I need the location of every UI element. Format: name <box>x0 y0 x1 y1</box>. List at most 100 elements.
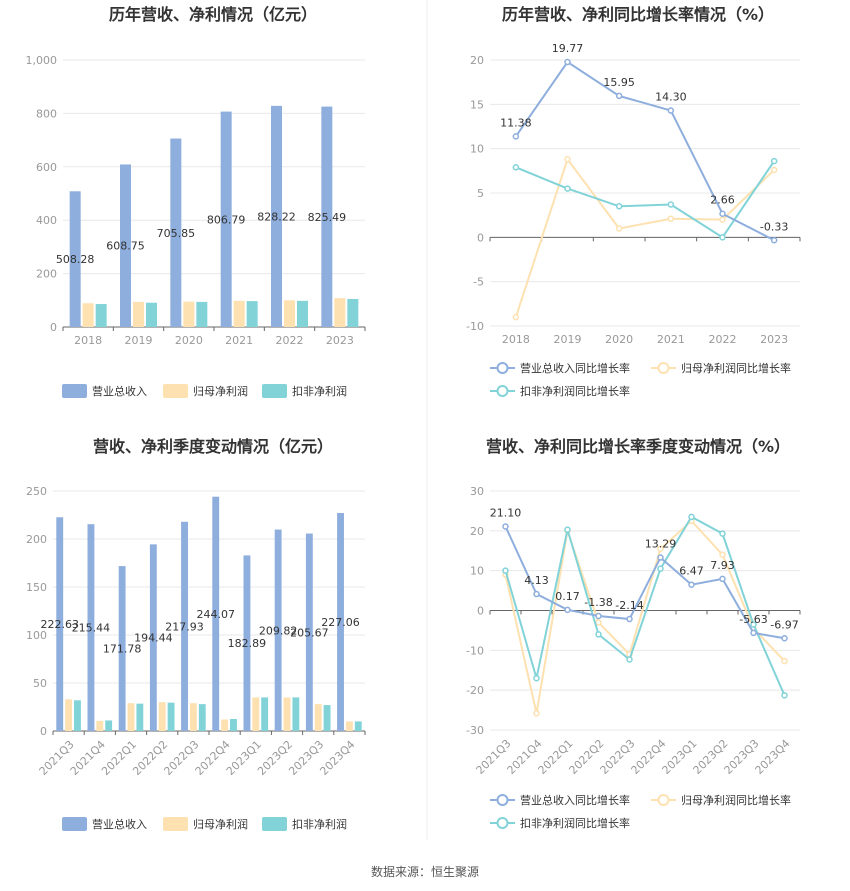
y-tick-label: -20 <box>466 684 484 697</box>
bar <box>95 304 107 327</box>
x-tick-label: 2023Q4 <box>753 737 793 777</box>
bar <box>136 703 144 731</box>
y-tick-label: -30 <box>466 724 484 737</box>
x-tick-label: 2019 <box>554 333 582 346</box>
y-tick-label: 600 <box>36 161 57 174</box>
data-point <box>564 156 571 163</box>
legend-swatch <box>262 817 287 831</box>
bar <box>354 721 362 731</box>
y-tick-label: -10 <box>466 644 484 657</box>
data-point <box>781 657 788 665</box>
bar <box>105 720 113 731</box>
bar <box>183 301 195 327</box>
data-point <box>626 615 633 623</box>
data-point <box>615 203 623 210</box>
line-data-label: 0.17 <box>555 590 580 603</box>
y-tick-label: 400 <box>36 214 57 227</box>
bar <box>321 106 333 327</box>
y-tick-label: 10 <box>470 143 484 156</box>
line-data-label: -5.63 <box>739 613 767 626</box>
line-data-label: 13.29 <box>645 538 677 551</box>
line-data-label: 2.66 <box>710 194 735 207</box>
y-tick-label: 20 <box>470 54 484 67</box>
y-tick-label: -5 <box>473 276 484 289</box>
legend-label: 归母净利润同比增长率 <box>681 793 791 807</box>
data-point <box>533 674 540 682</box>
bar <box>252 697 260 731</box>
bar <box>292 697 300 731</box>
bar-data-label: 222.63 <box>40 618 79 631</box>
x-tick-label: 2022 <box>709 333 737 346</box>
data-point <box>719 551 726 558</box>
bar-data-label: 825.49 <box>308 211 347 224</box>
bar <box>230 719 237 731</box>
data-point <box>719 210 726 217</box>
bar-data-label: 705.85 <box>157 227 196 240</box>
bar-data-label: 806.79 <box>207 213 246 226</box>
bar <box>65 699 73 731</box>
data-point <box>615 225 623 232</box>
data-point <box>719 575 726 583</box>
y-tick-label: 800 <box>36 107 57 120</box>
series-line <box>515 60 775 242</box>
legend-swatch <box>163 817 188 831</box>
data-point <box>564 185 571 192</box>
legend-swatch <box>62 817 87 831</box>
bar <box>181 521 188 731</box>
legend-marker <box>496 385 509 397</box>
data-point <box>502 567 509 574</box>
bar <box>198 704 206 731</box>
data-source-note: 数据来源：恒生聚源 <box>371 864 479 879</box>
y-tick-label: 100 <box>26 629 47 642</box>
bar <box>170 138 182 327</box>
bar <box>284 300 295 327</box>
y-tick-label: 0 <box>40 725 47 738</box>
series-line <box>515 160 775 239</box>
bar <box>82 303 94 327</box>
bar-data-label: 182.89 <box>228 637 267 650</box>
x-tick-label: 2018 <box>502 333 530 346</box>
bar-data-label: 508.28 <box>56 253 95 266</box>
data-point <box>595 612 602 620</box>
legend-marker <box>496 817 509 829</box>
legend-label: 营业总收入同比增长率 <box>520 361 630 375</box>
bar <box>246 301 258 327</box>
bar <box>297 300 308 327</box>
legend-marker <box>657 362 670 374</box>
y-tick-label: 30 <box>470 485 484 498</box>
data-point <box>502 523 509 530</box>
bar-data-label: 205.67 <box>290 626 329 639</box>
bar-data-label: 171.78 <box>103 643 142 656</box>
x-tick-label: 2021 <box>225 334 253 347</box>
y-tick-label: 0 <box>477 231 484 244</box>
bar-data-label: 194.44 <box>134 632 173 645</box>
data-point <box>657 554 664 561</box>
data-point <box>667 215 675 222</box>
bar <box>337 513 344 731</box>
legend-swatch <box>262 384 287 398</box>
data-point <box>626 656 633 663</box>
bar <box>283 697 291 731</box>
bar <box>323 705 331 731</box>
bar <box>345 721 353 731</box>
line-data-label: 19.77 <box>552 42 584 55</box>
annual-growth-rate-chart: 历年营收、净利同比增长率情况（%） -10 -5 0 5 10 15 20 2018 2019 2… <box>466 5 801 398</box>
data-point <box>512 313 520 321</box>
data-point <box>781 635 788 642</box>
data-point <box>688 513 695 521</box>
data-point <box>657 565 664 572</box>
line-data-label: 15.95 <box>603 76 635 89</box>
bar <box>167 702 175 731</box>
y-tick-label: 15 <box>470 98 484 111</box>
series-line <box>504 519 786 714</box>
data-point <box>719 216 726 223</box>
bar-data-label: 209.82 <box>259 624 298 637</box>
data-point <box>770 237 778 244</box>
data-point <box>595 619 602 626</box>
legend-swatch <box>62 384 87 398</box>
x-tick-label: 2019 <box>125 334 153 347</box>
line-data-label: -2.14 <box>615 599 643 612</box>
bar <box>127 703 135 731</box>
chart-title: 历年营收、净利情况（亿元） <box>109 5 317 24</box>
